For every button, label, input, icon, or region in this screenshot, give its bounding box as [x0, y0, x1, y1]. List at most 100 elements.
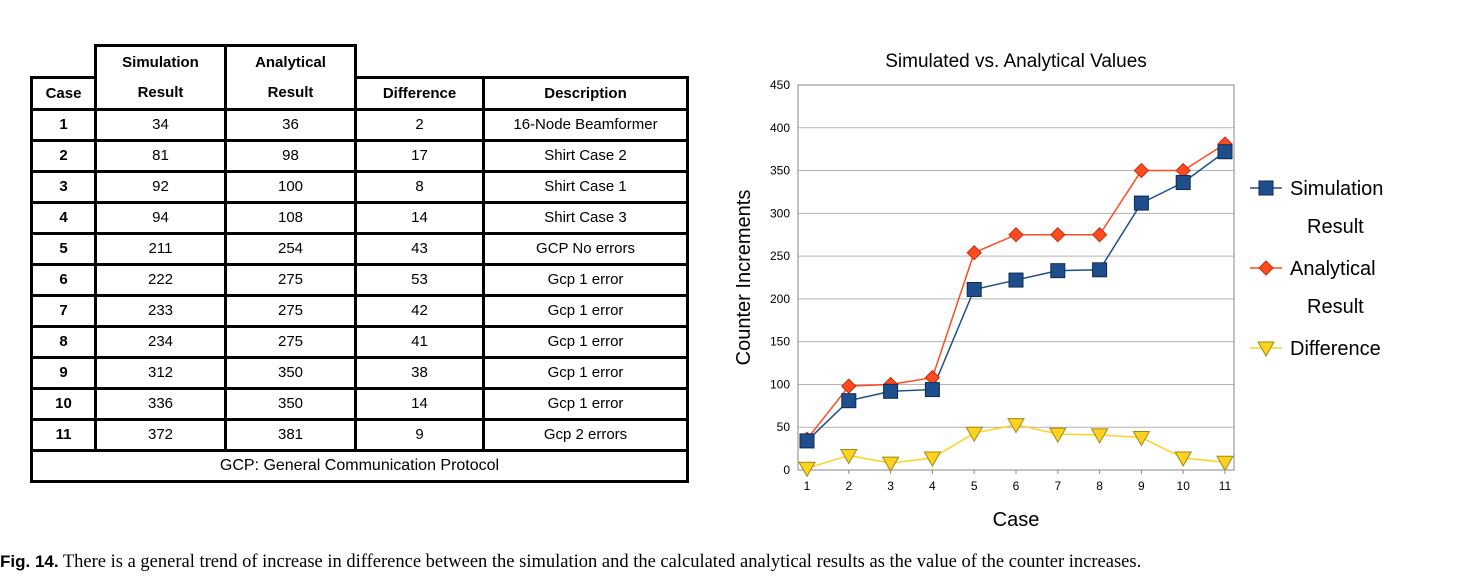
table-header-case: Case	[30, 75, 97, 111]
table-cell-simulation: 211	[94, 231, 227, 266]
table-cell-case: 6	[30, 262, 97, 297]
table-cell-difference: 38	[354, 355, 485, 390]
legend-label: Difference	[1290, 338, 1381, 360]
y-tick-label: 400	[770, 121, 790, 135]
legend-marker	[1258, 260, 1274, 276]
table-row: 7 233 275 42 Gcp 1 error	[30, 293, 689, 328]
x-tick-label: 4	[929, 479, 936, 493]
chart-series	[798, 136, 1234, 478]
table-cell-analytical: 381	[224, 417, 357, 452]
table-cell-difference: 8	[354, 169, 485, 204]
line-chart: Simulated vs. Analytical Values 05010015…	[733, 51, 1383, 531]
data-point	[841, 378, 857, 394]
table-cell-analytical: 275	[224, 293, 357, 328]
table-cell-difference: 43	[354, 231, 485, 266]
table-cell-description: Gcp 1 error	[482, 324, 689, 359]
x-tick-label: 6	[1013, 479, 1020, 493]
table-cell-difference: 41	[354, 324, 485, 359]
table-cell-case: 2	[30, 138, 97, 173]
table-cell-simulation: 34	[94, 107, 227, 142]
table-header-simulation-top: Simulation	[94, 44, 227, 77]
x-tick-label: 11	[1219, 479, 1232, 493]
data-point	[1091, 227, 1108, 243]
table-header-simulation-result: Result	[94, 77, 227, 111]
data-point	[1048, 427, 1067, 444]
table-cell-description: Gcp 1 error	[482, 262, 689, 297]
table-cell-description: Gcp 2 errors	[482, 417, 689, 452]
table-cell-case: 8	[30, 324, 97, 359]
table-cell-difference: 17	[354, 138, 485, 173]
table-row: 10 336 350 14 Gcp 1 error	[30, 386, 689, 421]
legend-label: Simulation	[1290, 178, 1383, 200]
data-point	[1174, 451, 1193, 468]
x-tick-label: 10	[1177, 479, 1191, 493]
table-footer: GCP: General Communication Protocol	[30, 448, 689, 483]
y-axis-title: Counter Increments	[733, 190, 755, 366]
table-header-analytical-result: Result	[224, 77, 357, 111]
data-point	[1175, 175, 1191, 191]
table-cell-difference: 14	[354, 200, 485, 235]
y-tick-label: 150	[770, 335, 790, 349]
table-cell-analytical: 36	[224, 107, 357, 142]
legend-marker	[1258, 180, 1274, 196]
table-row: 8 234 275 41 Gcp 1 error	[30, 324, 689, 359]
table-cell-analytical: 100	[224, 169, 357, 204]
data-point	[1216, 455, 1234, 472]
caption-text: There is a general trend of increase in …	[58, 552, 1142, 572]
y-tick-label: 300	[770, 206, 790, 220]
table-cell-simulation: 81	[94, 138, 227, 173]
table-row: 6 222 275 53 Gcp 1 error	[30, 262, 689, 297]
legend-label: Analytical	[1290, 258, 1376, 280]
x-tick-label: 8	[1096, 479, 1103, 493]
table-header-blank	[484, 46, 688, 78]
table-cell-analytical: 275	[224, 262, 357, 297]
table-row: 1 34 36 2 16-Node Beamformer	[30, 107, 689, 142]
data-point	[1133, 195, 1149, 211]
data-point	[1217, 144, 1233, 160]
table-row: 4 94 108 14 Shirt Case 3	[30, 200, 689, 235]
table-cell-description: 16-Node Beamformer	[482, 107, 689, 142]
table-cell-case: 4	[30, 200, 97, 235]
x-tick-label: 3	[887, 479, 894, 493]
data-point	[841, 393, 857, 409]
y-tick-label: 100	[770, 377, 790, 391]
table-cell-difference: 53	[354, 262, 485, 297]
data-point	[799, 433, 815, 449]
data-point	[839, 448, 858, 465]
data-point	[966, 281, 982, 297]
table-header-row: Case Result Result Difference Descriptio…	[30, 75, 689, 111]
table-body: 1 34 36 2 16-Node Beamformer 2 81 98 17 Shirt Cas…	[30, 107, 689, 452]
table-cell-description: Gcp 1 error	[482, 386, 689, 421]
table-row: 5 211 254 43 GCP No errors	[30, 231, 689, 266]
table-footer-row: GCP: General Communication Protocol	[30, 448, 689, 483]
x-tick-label: 1	[804, 479, 811, 493]
data-point	[883, 383, 899, 399]
table-cell-analytical: 254	[224, 231, 357, 266]
figure-caption: Fig. 14. There is a general trend of inc…	[0, 552, 1457, 573]
table-cell-analytical: 108	[224, 200, 357, 235]
x-tick-label: 7	[1054, 479, 1061, 493]
table-cell-simulation: 336	[94, 386, 227, 421]
table-cell-case: 5	[30, 231, 97, 266]
table-header-analytical-top: Analytical	[224, 44, 357, 77]
table-cell-difference: 42	[354, 293, 485, 328]
x-tick-label: 5	[971, 479, 978, 493]
table-cell-simulation: 372	[94, 417, 227, 452]
legend-marker	[1257, 341, 1275, 358]
table-row: 2 81 98 17 Shirt Case 2	[30, 138, 689, 173]
data-point	[1007, 418, 1025, 434]
table-cell-simulation: 92	[94, 169, 227, 204]
table-header-difference: Difference	[354, 75, 485, 111]
table-cell-case: 11	[30, 417, 97, 452]
table-header-description: Description	[482, 75, 689, 111]
table-cell-simulation: 222	[94, 262, 227, 297]
data-point	[923, 451, 942, 468]
table-header-blank	[356, 46, 484, 78]
table-cell-simulation: 234	[94, 324, 227, 359]
data-point	[1133, 162, 1150, 179]
table-cell-case: 7	[30, 293, 97, 328]
table-cell-case: 3	[30, 169, 97, 204]
data-point	[966, 244, 982, 261]
series-line	[806, 143, 1226, 440]
data-point	[1132, 430, 1151, 447]
